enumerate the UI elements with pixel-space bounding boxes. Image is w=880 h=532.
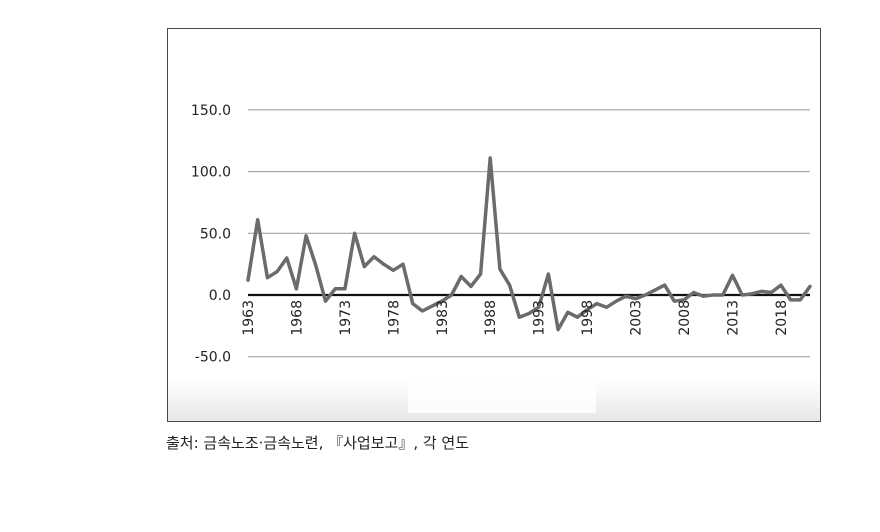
- bottom-highlight: [408, 383, 596, 413]
- source-note: 출처: 금속노조·금속노련, 『사업보고』, 각 연도: [166, 434, 470, 452]
- y-tick-label: 0.0: [209, 288, 231, 304]
- line-chart: 150.0 100.0 50.0 0.0 -50.0 1963 1968 1973 1978 1…: [168, 103, 820, 421]
- x-tick-label: 2003: [629, 300, 645, 336]
- x-tick-label: 2013: [725, 300, 741, 336]
- y-tick-label: 150.0: [191, 103, 231, 119]
- data-series-line: [246, 156, 812, 332]
- x-tick-label: 1998: [580, 300, 596, 336]
- x-tick-label: 1993: [532, 300, 548, 336]
- y-tick-label: 100.0: [191, 165, 231, 181]
- x-tick-label: 1968: [289, 300, 305, 336]
- y-tick-label: -50.0: [195, 350, 231, 366]
- x-tick-label: 2008: [677, 300, 693, 336]
- x-tick-label: 1963: [241, 300, 257, 336]
- y-tick-label: 50.0: [200, 226, 231, 242]
- chart-frame: 150.0 100.0 50.0 0.0 -50.0 1963 1968 1973 1978 1…: [167, 28, 821, 422]
- x-tick-label: 1973: [338, 300, 354, 336]
- x-tick-label: 1978: [386, 300, 402, 336]
- x-tick-label: 2018: [774, 300, 790, 336]
- x-tick-label: 1988: [483, 300, 499, 336]
- x-tick-label: 1983: [435, 300, 451, 336]
